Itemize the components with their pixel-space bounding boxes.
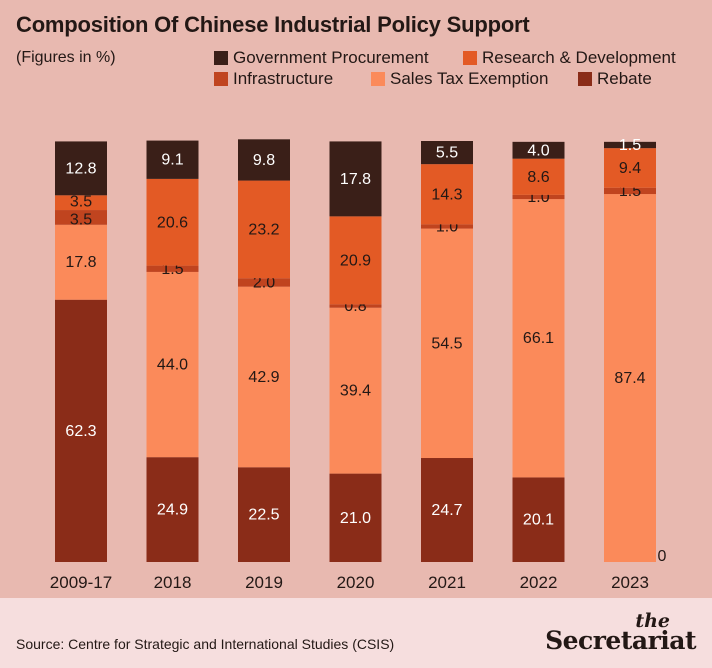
legend-label: Rebate bbox=[597, 69, 652, 88]
bar-segment bbox=[55, 224, 107, 300]
bar-segment bbox=[146, 140, 199, 179]
bar-segment bbox=[421, 458, 473, 562]
x-tick-label: 2023 bbox=[611, 573, 649, 592]
data-label: 66.1 bbox=[523, 330, 554, 347]
data-label: 44.0 bbox=[157, 357, 188, 374]
data-label: 24.9 bbox=[157, 502, 188, 519]
data-label: 17.8 bbox=[65, 254, 96, 271]
data-label: 24.7 bbox=[431, 502, 462, 519]
source-note: Source: Centre for Strategic and Interna… bbox=[16, 636, 395, 652]
legend: Government Procurement Research & Develo… bbox=[0, 0, 712, 100]
data-label: 42.9 bbox=[248, 369, 279, 386]
bar-segment bbox=[238, 180, 290, 279]
data-label: 4.0 bbox=[527, 142, 549, 159]
bar-segment bbox=[238, 467, 290, 562]
bar-segment bbox=[146, 178, 199, 266]
x-tick-label: 2020 bbox=[337, 573, 375, 592]
footer: Source: Centre for Strategic and Interna… bbox=[0, 598, 712, 668]
bar-segment bbox=[512, 158, 565, 195]
data-label: 9.4 bbox=[619, 160, 641, 177]
data-label: 12.8 bbox=[65, 160, 96, 177]
bar-segment bbox=[604, 187, 656, 195]
bar-segment bbox=[238, 278, 290, 287]
bar-segment bbox=[329, 141, 382, 217]
legend-label: Research & Development bbox=[482, 48, 676, 67]
chart-subtitle: (Figures in %) bbox=[16, 49, 116, 66]
x-tick-label: 2022 bbox=[520, 573, 558, 592]
data-label: 21.0 bbox=[340, 510, 371, 527]
data-label: 20.6 bbox=[157, 214, 188, 231]
data-label: 8.6 bbox=[527, 169, 549, 186]
data-label: 17.8 bbox=[340, 171, 371, 188]
legend-swatch bbox=[463, 51, 477, 65]
bar-segment bbox=[421, 224, 473, 229]
bar-segment bbox=[512, 194, 565, 200]
bar-segment bbox=[55, 210, 107, 225]
chart-title: Composition Of Chinese Industrial Policy… bbox=[16, 12, 530, 37]
bar-segment bbox=[512, 199, 565, 478]
data-label: 3.5 bbox=[70, 194, 92, 211]
bar-segment bbox=[146, 457, 199, 562]
legend-swatch bbox=[214, 72, 228, 86]
x-tick-label: 2009-17 bbox=[50, 573, 112, 592]
data-label: 14.3 bbox=[431, 186, 462, 203]
x-tick-label: 2021 bbox=[428, 573, 466, 592]
data-label: 0 bbox=[658, 548, 667, 565]
legend-label: Government Procurement bbox=[233, 48, 429, 67]
data-label: 54.5 bbox=[431, 335, 462, 352]
legend-swatch bbox=[578, 72, 592, 86]
bar-segment bbox=[421, 228, 473, 459]
stacked-bar-chart: 62.3 17.8 3.53.5 12.8 2009-17 24.9 44.0 1.5 20.6… bbox=[50, 137, 667, 592]
x-tick-label: 2019 bbox=[245, 573, 283, 592]
bar-segment bbox=[512, 477, 565, 562]
data-label: 22.5 bbox=[248, 507, 279, 524]
legend-swatch bbox=[371, 72, 385, 86]
bar-segment bbox=[146, 265, 199, 272]
bar-segment bbox=[55, 299, 107, 562]
legend-label: Sales Tax Exemption bbox=[390, 69, 549, 88]
bar-segment bbox=[238, 286, 290, 468]
legend-item-research-development: Research & Development bbox=[463, 48, 676, 68]
data-label: 87.4 bbox=[614, 370, 645, 387]
legend-item-rebate: Rebate bbox=[578, 69, 652, 89]
data-label: 9.8 bbox=[253, 152, 275, 169]
bar-segment bbox=[604, 194, 656, 562]
data-label: 39.4 bbox=[340, 383, 371, 400]
bar-segment bbox=[55, 195, 107, 211]
data-label: 2.0 bbox=[253, 274, 275, 291]
bar-segment bbox=[329, 473, 382, 562]
legend-item-government-procurement: Government Procurement bbox=[214, 48, 429, 68]
bar-segment bbox=[604, 148, 656, 188]
bar-segment bbox=[421, 141, 473, 165]
bar-segment bbox=[604, 141, 656, 149]
legend-swatch bbox=[214, 51, 228, 65]
brand-logo-the: the bbox=[635, 610, 670, 632]
bar-segment bbox=[329, 304, 382, 308]
data-label: 5.5 bbox=[436, 145, 458, 162]
legend-label: Infrastructure bbox=[233, 69, 334, 88]
data-label: 20.1 bbox=[523, 512, 554, 529]
legend-item-infrastructure: Infrastructure bbox=[214, 69, 333, 89]
x-tick-label: 2018 bbox=[154, 573, 192, 592]
data-label: 1.5 bbox=[619, 137, 641, 154]
legend-item-sales-tax-exemption: Sales Tax Exemption bbox=[371, 69, 548, 89]
brand-logo-secretariat: Secretariat bbox=[545, 626, 696, 655]
data-label: 20.9 bbox=[340, 252, 371, 269]
bar-segment bbox=[329, 307, 382, 474]
data-label: 23.2 bbox=[248, 221, 279, 238]
bar-segment bbox=[146, 271, 199, 458]
data-label: 3.5 bbox=[70, 211, 92, 228]
bar-segment bbox=[55, 141, 107, 196]
bar-segment bbox=[421, 164, 473, 225]
bar-segment bbox=[512, 141, 565, 159]
bar-segment bbox=[238, 139, 290, 181]
data-label: 62.3 bbox=[65, 423, 96, 440]
bar-segment bbox=[329, 216, 382, 305]
data-label: 9.1 bbox=[161, 152, 183, 169]
